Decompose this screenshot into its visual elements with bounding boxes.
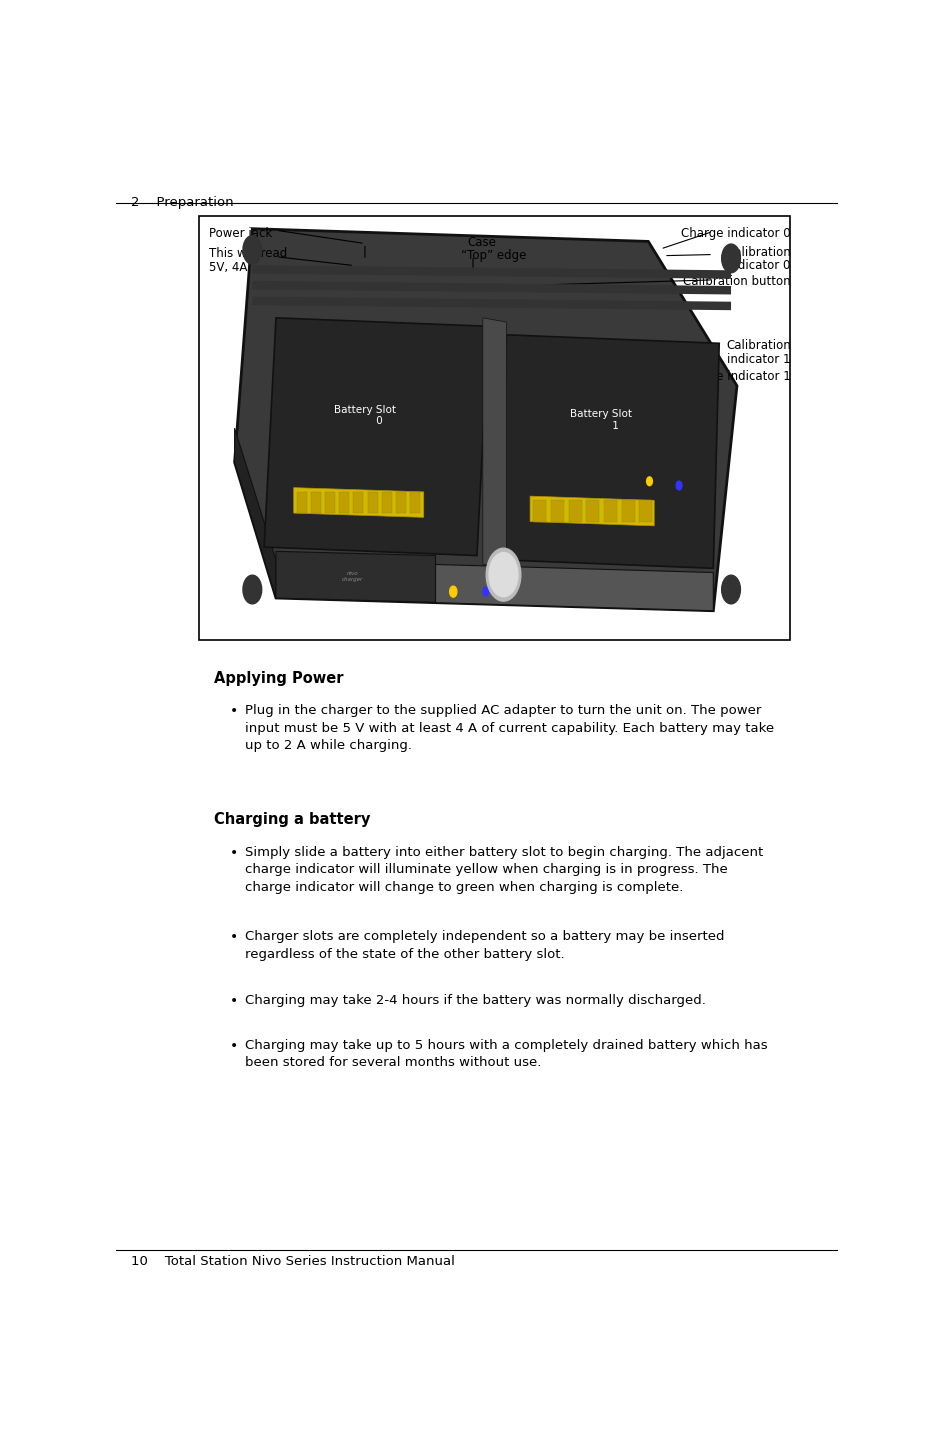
Text: “Top” edge: “Top” edge xyxy=(461,249,527,262)
Polygon shape xyxy=(500,335,719,569)
Text: Calibration: Calibration xyxy=(726,339,790,352)
FancyBboxPatch shape xyxy=(199,216,790,640)
Text: Charging may take up to 5 hours with a completely drained battery which has
been: Charging may take up to 5 hours with a c… xyxy=(245,1038,767,1070)
Text: •: • xyxy=(230,705,238,719)
Polygon shape xyxy=(551,500,564,521)
Circle shape xyxy=(722,243,740,272)
Polygon shape xyxy=(297,491,307,513)
Text: Power jack: Power jack xyxy=(208,226,272,241)
Polygon shape xyxy=(604,500,617,521)
Text: Charger slots are completely independent so a battery may be inserted
regardless: Charger slots are completely independent… xyxy=(245,931,724,961)
Polygon shape xyxy=(381,491,392,513)
Text: indicator 1: indicator 1 xyxy=(727,352,790,365)
Text: Charge indicator 0: Charge indicator 0 xyxy=(682,226,790,241)
Text: •: • xyxy=(230,931,238,945)
Text: indicator 0: indicator 0 xyxy=(727,259,790,272)
Polygon shape xyxy=(530,495,654,526)
Circle shape xyxy=(722,576,740,604)
Text: Charge indicator 1: Charge indicator 1 xyxy=(681,371,790,384)
Polygon shape xyxy=(622,500,634,521)
Circle shape xyxy=(450,586,457,597)
Polygon shape xyxy=(264,318,489,556)
Text: 2    Preparation: 2 Preparation xyxy=(130,196,233,209)
Polygon shape xyxy=(410,491,420,513)
Text: Calibration: Calibration xyxy=(726,246,790,259)
Text: •: • xyxy=(230,845,238,859)
Polygon shape xyxy=(234,428,276,599)
Polygon shape xyxy=(294,488,424,517)
Polygon shape xyxy=(533,500,546,521)
Polygon shape xyxy=(252,265,731,279)
Polygon shape xyxy=(276,560,713,610)
Circle shape xyxy=(243,236,261,265)
Polygon shape xyxy=(234,229,737,610)
Text: Battery Slot
         1: Battery Slot 1 xyxy=(570,410,632,431)
Text: Applying Power: Applying Power xyxy=(214,672,343,686)
Circle shape xyxy=(646,477,652,485)
Polygon shape xyxy=(367,491,378,513)
Polygon shape xyxy=(586,500,599,521)
Text: Simply slide a battery into either battery slot to begin charging. The adjacent
: Simply slide a battery into either batte… xyxy=(245,845,763,894)
Polygon shape xyxy=(276,551,435,603)
Circle shape xyxy=(243,576,261,604)
Polygon shape xyxy=(353,491,364,513)
Polygon shape xyxy=(483,318,507,569)
Circle shape xyxy=(483,587,488,596)
Polygon shape xyxy=(325,491,335,513)
Polygon shape xyxy=(339,491,350,513)
Text: •: • xyxy=(230,1038,238,1053)
Polygon shape xyxy=(252,281,731,295)
Polygon shape xyxy=(311,491,321,513)
Circle shape xyxy=(489,553,518,597)
Polygon shape xyxy=(252,296,731,311)
Text: Plug in the charger to the supplied AC adapter to turn the unit on. The power
in: Plug in the charger to the supplied AC a… xyxy=(245,705,774,752)
Text: Charging a battery: Charging a battery xyxy=(214,812,370,828)
Text: Charging may take 2-4 hours if the battery was normally discharged.: Charging may take 2-4 hours if the batte… xyxy=(245,994,706,1007)
Text: 10    Total Station Nivo Series Instruction Manual: 10 Total Station Nivo Series Instruction… xyxy=(130,1254,455,1267)
Polygon shape xyxy=(568,500,581,521)
Text: nivo
charger: nivo charger xyxy=(342,571,364,583)
Text: •: • xyxy=(230,994,238,1008)
Text: Calibration button: Calibration button xyxy=(684,275,790,288)
Text: Case: Case xyxy=(467,236,496,249)
Circle shape xyxy=(486,548,521,601)
Circle shape xyxy=(676,481,682,490)
Text: Battery Slot
         0: Battery Slot 0 xyxy=(334,405,395,427)
Polygon shape xyxy=(640,500,653,521)
Polygon shape xyxy=(396,491,406,513)
Text: This will read: This will read xyxy=(208,246,286,259)
Text: 5V, 4A: 5V, 4A xyxy=(208,261,246,274)
